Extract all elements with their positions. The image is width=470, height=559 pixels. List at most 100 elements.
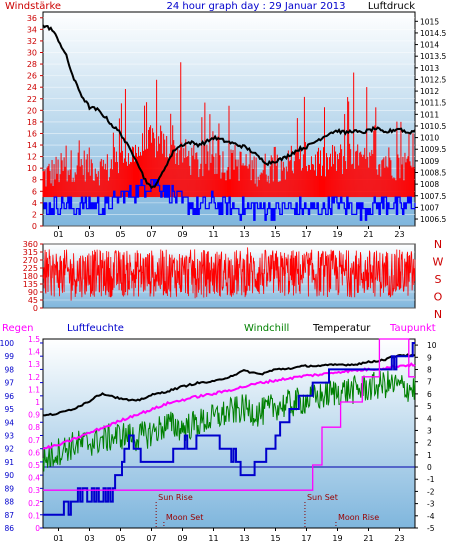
x-tick-label: 03 <box>84 534 94 543</box>
wind-direction-line <box>42 247 416 301</box>
y-left-tick-label: 20 <box>27 106 37 115</box>
rain-tick-label: 0.9 <box>28 411 40 420</box>
temp-tick-label: 2 <box>427 439 432 448</box>
direction-tick-label: 360 <box>23 240 38 249</box>
pressure-line <box>42 24 416 190</box>
humidity-tick-label: 86 <box>4 524 14 533</box>
rain-tick-label: 0.6 <box>28 448 40 457</box>
rain-tick-label: 1.3 <box>28 360 40 369</box>
humidity-tick-label: 90 <box>4 471 14 480</box>
humidity-tick-label: 87 <box>4 511 14 520</box>
humidity-tick-label: 88 <box>4 498 14 507</box>
temp-tick-label: 4 <box>427 414 432 423</box>
x-tick-label: 05 <box>115 230 125 239</box>
y-left-tick-label: 10 <box>27 164 37 173</box>
compass-letter: S <box>435 273 442 286</box>
rain-tick-label: 0.8 <box>28 423 40 432</box>
rain-tick-label: 1.5 <box>28 335 40 344</box>
rain-tick-label: 0.5 <box>28 461 40 470</box>
y-left-tick-label: 16 <box>27 129 37 138</box>
y-left-tick-label: 26 <box>27 72 37 81</box>
windchill-label: Windchill <box>244 323 289 334</box>
x-tick-label: 01 <box>53 534 63 543</box>
annotation-label: Moon Rise <box>338 513 379 522</box>
temp-tick-label: 5 <box>427 402 432 411</box>
compass-letter: W <box>433 256 444 269</box>
x-tick-label: 15 <box>270 230 280 239</box>
direction-tick-label: 135 <box>23 280 38 289</box>
y-right-tick-label: 1008 <box>420 180 439 189</box>
compass-letter: O <box>434 291 443 304</box>
rain-tick-label: 0.7 <box>28 436 40 445</box>
temp-tick-label: 8 <box>427 365 432 374</box>
x-tick-label: 05 <box>115 534 125 543</box>
rain-tick-label: 1 <box>35 398 40 407</box>
y-right-tick-label: 1007 <box>420 203 439 212</box>
y-left-tick-label: 14 <box>27 141 37 150</box>
y-right-tick-label: 1006.5 <box>420 215 446 224</box>
humidity-tick-label: 100 <box>0 339 14 348</box>
humidity-tick-label: 93 <box>4 431 14 440</box>
humidity-tick-label: 89 <box>4 484 14 493</box>
direction-tick-label: 45 <box>28 296 38 305</box>
x-tick-label: 21 <box>363 534 373 543</box>
direction-tick-label: 315 <box>23 248 38 257</box>
x-tick-label: 13 <box>239 230 249 239</box>
temp-tick-label: 9 <box>427 353 432 362</box>
y-right-tick-label: 1012.5 <box>420 75 446 84</box>
y-right-tick-label: 1014 <box>420 41 439 50</box>
humidity-tick-label: 99 <box>4 352 14 361</box>
x-tick-label: 09 <box>177 534 187 543</box>
temp-tick-label: -5 <box>427 524 435 533</box>
x-tick-label: 11 <box>208 230 218 239</box>
rain-tick-label: 0.1 <box>28 511 40 520</box>
x-tick-label: 01 <box>53 230 63 239</box>
temp-tick-label: 0 <box>427 463 432 472</box>
y-right-tick-label: 1008.5 <box>420 169 446 178</box>
annotation-label: Moon Set <box>166 513 203 522</box>
rain-tick-label: 1.1 <box>28 385 40 394</box>
x-tick-label: 07 <box>146 534 156 543</box>
y-right-tick-label: 1007.5 <box>420 192 446 201</box>
x-tick-label: 03 <box>84 230 94 239</box>
y-left-tick-label: 22 <box>27 95 37 104</box>
y-left-tick-label: 28 <box>27 60 37 69</box>
temp-tick-label: -4 <box>427 512 435 521</box>
y-left-tick-label: 32 <box>27 37 37 46</box>
y-right-tick-label: 1013 <box>420 64 439 73</box>
humidity-tick-label: 91 <box>4 458 14 467</box>
y-left-tick-label: 24 <box>27 83 37 92</box>
x-tick-label: 19 <box>332 534 342 543</box>
humidity-tick-label: 92 <box>4 445 14 454</box>
temp-tick-label: 6 <box>427 390 432 399</box>
x-tick-label: 17 <box>301 230 311 239</box>
chart-title: 24 hour graph day : 29 Januar 2013 <box>166 1 345 12</box>
y-left-tick-label: 12 <box>27 153 37 162</box>
x-tick-label: 11 <box>208 534 218 543</box>
compass-letter: N <box>434 238 442 251</box>
annotation-label: Sun Set <box>307 493 338 502</box>
rain-label: Regen <box>2 323 34 334</box>
rain-tick-label: 1.2 <box>28 373 40 382</box>
annotation-label: Sun Rise <box>158 493 193 502</box>
humidity-tick-label: 97 <box>4 379 14 388</box>
direction-tick-label: 225 <box>23 264 38 273</box>
y-right-tick-label: 1010 <box>420 134 439 143</box>
humidity-label: Luftfeuchte <box>67 323 124 334</box>
rain-tick-label: 0.2 <box>28 499 40 508</box>
x-tick-label: 13 <box>239 534 249 543</box>
temp-tick-label: 10 <box>427 341 437 350</box>
temp-tick-label: -2 <box>427 487 435 496</box>
temp-tick-label: -1 <box>427 475 435 484</box>
humidity-tick-label: 94 <box>4 418 14 427</box>
y-right-tick-label: 1014.5 <box>420 29 446 38</box>
right-axis-title: Luftdruck <box>368 1 415 12</box>
y-right-tick-label: 1015 <box>420 17 439 26</box>
humidity-tick-label: 98 <box>4 365 14 374</box>
temp-tick-label: 7 <box>427 378 432 387</box>
x-tick-label: 23 <box>394 230 404 239</box>
rain-tick-label: 0.3 <box>28 486 40 495</box>
y-left-tick-label: 4 <box>32 199 37 208</box>
direction-tick-label: 270 <box>23 256 38 265</box>
